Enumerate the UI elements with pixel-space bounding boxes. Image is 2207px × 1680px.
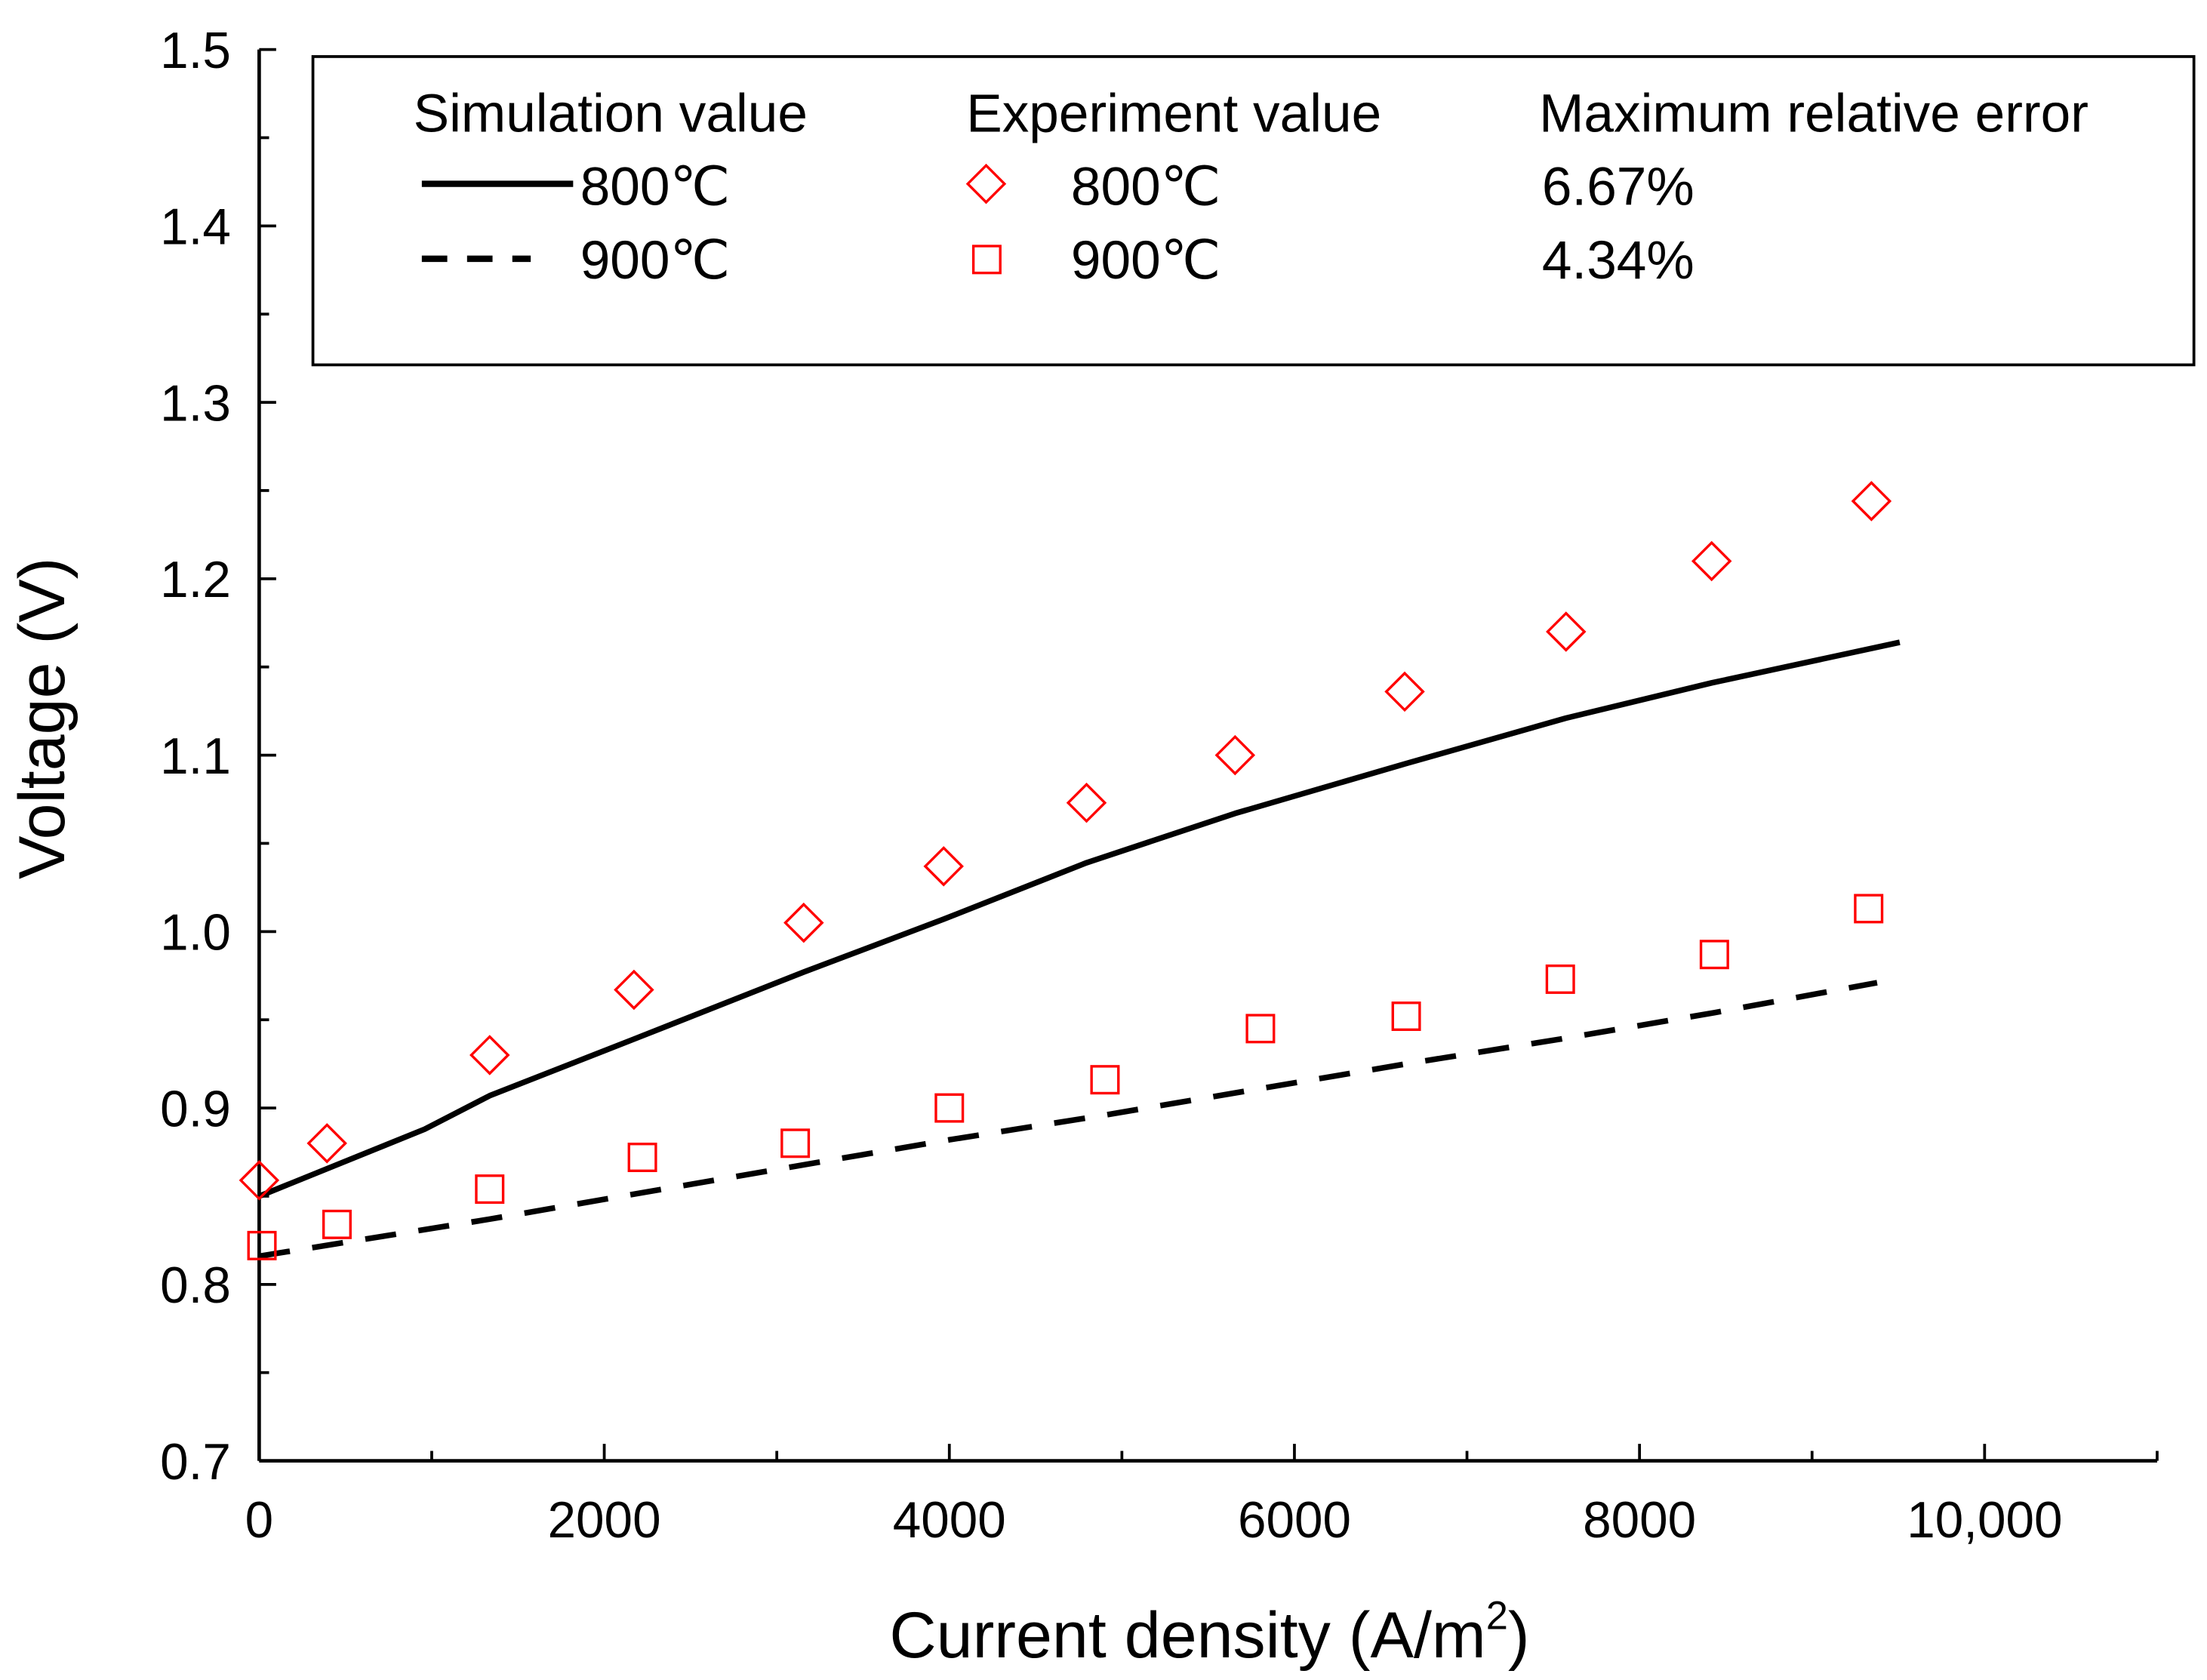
legend-error-900: 4.34% xyxy=(1542,231,1694,291)
legend: Simulation value Experiment value Maximu… xyxy=(311,55,2196,367)
y-tick-label: 1.5 xyxy=(160,23,231,79)
legend-exp-800: 800℃ xyxy=(1071,158,1221,217)
legend-exp-900: 900℃ xyxy=(1071,231,1221,291)
legend-header-error: Maximum relative error xyxy=(1539,84,2088,143)
simulation-900-line xyxy=(258,980,1878,1260)
legend-header-experiment: Experiment value xyxy=(966,84,1381,143)
legend-header-simulation: Simulation value xyxy=(414,84,808,143)
legend-sim-800: 800℃ xyxy=(580,158,731,217)
y-tick-label: 1.2 xyxy=(160,552,231,608)
experiment-800-point xyxy=(1066,782,1107,823)
series-experiment-800- xyxy=(239,481,1892,1201)
y-axis-title: Voltage (V) xyxy=(6,558,78,879)
y-tick-label: 0.9 xyxy=(160,1081,231,1137)
experiment-800-point xyxy=(783,902,824,943)
experiment-900-point xyxy=(1699,940,1729,970)
legend-diamond-marker xyxy=(965,163,1007,205)
experiment-900-point xyxy=(780,1128,811,1158)
axes: 0 2000 4000 6000 8000 10,000 0.7 0.8 0.9 1.0 1.1 1.… xyxy=(160,23,2159,1549)
x-tick-label: 6000 xyxy=(1238,1492,1351,1549)
experiment-800-point xyxy=(1851,481,1892,522)
x-axis-title-main: Current density (A/m xyxy=(889,1599,1485,1672)
experiment-900-point xyxy=(247,1230,277,1260)
legend-sim-900: 900℃ xyxy=(580,231,731,291)
experiment-800-point xyxy=(1546,611,1587,652)
x-tick-label: 2000 xyxy=(548,1492,661,1549)
experiment-800-point xyxy=(1214,734,1256,776)
series-simulation-800- xyxy=(257,639,1901,1199)
experiment-900-point xyxy=(322,1209,352,1239)
series-experiment-900- xyxy=(247,894,1884,1260)
experiment-900-point xyxy=(1854,894,1884,924)
x-tick-label: 8000 xyxy=(1583,1492,1696,1549)
experiment-800-point xyxy=(614,969,654,1011)
x-axis-title: Current density (A/m2) xyxy=(889,1595,1529,1672)
experiment-900-point xyxy=(1545,964,1575,994)
experiment-800-point xyxy=(1691,540,1732,582)
legend-square-marker xyxy=(971,245,1002,275)
experiment-900-point xyxy=(627,1143,657,1173)
x-axis-title-end: ) xyxy=(1508,1599,1530,1672)
experiment-800-point xyxy=(239,1160,280,1201)
plot-series xyxy=(239,481,1901,1260)
experiment-900-point xyxy=(475,1174,505,1205)
y-tick-label: 0.7 xyxy=(160,1434,231,1491)
experiment-800-point xyxy=(1384,671,1425,712)
y-tick-label: 1.4 xyxy=(160,199,231,256)
experiment-800-point xyxy=(306,1123,347,1164)
legend-box xyxy=(311,55,2196,367)
experiment-900-point xyxy=(934,1093,965,1123)
experiment-900-point xyxy=(1090,1065,1120,1095)
x-tick-label: 4000 xyxy=(893,1492,1006,1549)
experiment-800-point xyxy=(923,846,964,887)
experiment-900-point xyxy=(1245,1014,1276,1044)
y-tick-label: 1.1 xyxy=(160,728,231,785)
legend-error-800: 6.67% xyxy=(1542,158,1694,217)
series-simulation-900- xyxy=(258,980,1878,1260)
experiment-800-point xyxy=(469,1035,510,1075)
y-tick-label: 1.0 xyxy=(160,905,231,962)
x-axis-title-sup: 2 xyxy=(1486,1595,1508,1638)
simulation-800-line xyxy=(257,639,1901,1199)
x-tick-label: 0 xyxy=(245,1492,274,1549)
experiment-900-point xyxy=(1391,1002,1421,1032)
y-tick-label: 0.8 xyxy=(160,1257,231,1314)
x-tick-label: 10,000 xyxy=(1907,1492,2062,1549)
y-tick-label: 1.3 xyxy=(160,375,231,432)
